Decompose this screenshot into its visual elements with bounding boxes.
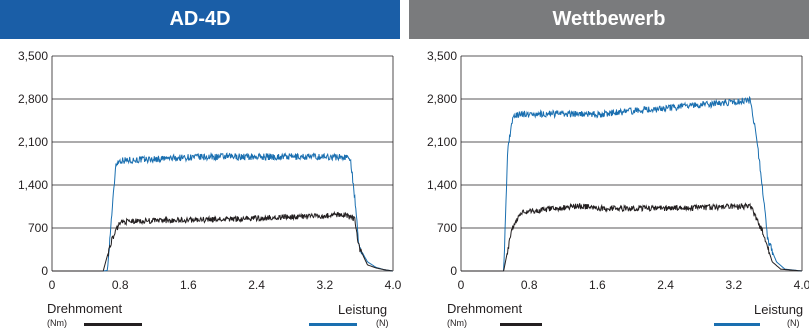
y-tick-label: 3,500 xyxy=(18,49,48,63)
legend-force-line xyxy=(309,323,357,326)
x-tick-label: 2.4 xyxy=(657,278,674,292)
series-line-leistung xyxy=(52,151,393,272)
y-tick-label: 1,400 xyxy=(427,178,457,192)
y-tick-label: 700 xyxy=(28,221,48,235)
legend-torque-line xyxy=(84,323,142,326)
legend-torque-unit: (Nm) xyxy=(447,318,467,328)
x-tick-label: 4.0 xyxy=(794,278,809,292)
x-tick-label: 0.8 xyxy=(521,278,538,292)
x-tick-label: 2.4 xyxy=(248,278,265,292)
x-tick-label: 4.0 xyxy=(385,278,402,292)
chart-panel-ad4d: AD-4D 0 700 1,400 2,100 2,800 3,500 0 0.8 1.6 2.4… xyxy=(0,0,402,333)
chart-panel-wettbewerb: Wettbewerb 0 700 1,400 2,100 2,800 3,500 0 0.8 1… xyxy=(409,0,809,333)
legend-force-unit: (N) xyxy=(787,318,800,328)
legend-torque-unit: (Nm) xyxy=(47,318,67,328)
x-tick-label: 0 xyxy=(49,278,56,292)
legend-torque-label: Drehmoment xyxy=(447,301,523,316)
x-tick-label: 3.2 xyxy=(316,278,333,292)
legend-force-line xyxy=(714,323,760,326)
chart-plot: 0 700 1,400 2,100 2,800 3,500 0 0.8 1.6 2.4 3.2 4.0 xyxy=(427,49,809,292)
series-line-drehmoment xyxy=(461,202,802,272)
y-tick-label: 2,100 xyxy=(18,135,48,149)
chart-title: Wettbewerb xyxy=(409,0,809,39)
y-tick-label: 3,500 xyxy=(427,49,457,63)
chart-plot: 0 700 1,400 2,100 2,800 3,500 0 0.8 1.6 2.4 3.2 4.0 xyxy=(18,49,402,292)
y-tick-label: 1,400 xyxy=(18,178,48,192)
chart-title: AD-4D xyxy=(0,0,400,39)
x-tick-label: 3.2 xyxy=(725,278,742,292)
y-tick-label: 2,100 xyxy=(427,135,457,149)
y-tick-label: 2,800 xyxy=(18,92,48,106)
legend-torque-label: Drehmoment xyxy=(47,301,123,316)
legend-force-label: Leistung xyxy=(754,302,804,317)
x-tick-label: 0 xyxy=(458,278,465,292)
y-tick-label: 0 xyxy=(450,264,457,278)
x-tick-label: 1.6 xyxy=(180,278,197,292)
x-tick-label: 1.6 xyxy=(589,278,606,292)
y-tick-label: 2,800 xyxy=(427,92,457,106)
legend-force-label: Leistung xyxy=(338,302,388,317)
legend-force-unit: (N) xyxy=(376,318,389,328)
series-line-leistung xyxy=(461,95,802,272)
series-line-drehmoment xyxy=(52,210,393,272)
legend-torque-line xyxy=(500,323,542,326)
y-tick-label: 0 xyxy=(41,264,48,278)
x-tick-label: 0.8 xyxy=(112,278,129,292)
y-tick-label: 700 xyxy=(437,221,457,235)
